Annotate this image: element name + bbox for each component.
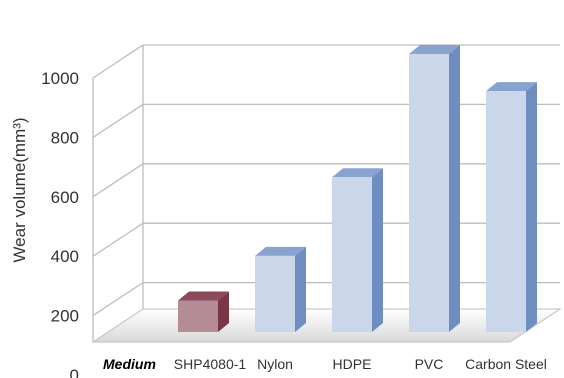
- x-tick-label: SHP4080-1: [174, 356, 247, 372]
- y-tick-label: 1000: [41, 69, 79, 88]
- bar-side: [372, 168, 383, 332]
- bar-front: [255, 255, 295, 332]
- bar-top: [332, 168, 383, 178]
- x-axis-labels: SHP4080-1 Nylon HDPE PVC Carbon Steel Medium: [103, 356, 547, 372]
- y-tick-label: 600: [51, 188, 79, 207]
- x-tick-label: Nylon: [257, 356, 293, 372]
- x-tick-label: PVC: [415, 356, 444, 372]
- bar: [409, 44, 460, 332]
- bar: [486, 82, 537, 332]
- bar-side: [526, 82, 537, 332]
- y-axis: 0 200 400 600 800 1000: [41, 69, 79, 378]
- bar-front: [332, 177, 372, 332]
- bar: [332, 168, 383, 332]
- bar: [178, 291, 229, 332]
- gridline: [92, 44, 560, 79]
- bar-side: [449, 44, 460, 332]
- y-tick-label: 200: [51, 307, 79, 326]
- bar-top: [486, 82, 537, 92]
- bar-front: [409, 53, 449, 332]
- bar-top: [409, 44, 460, 54]
- x-tick-label: Carbon Steel: [465, 356, 547, 372]
- bar-side: [295, 246, 306, 332]
- bar-top: [178, 291, 229, 301]
- y-tick-label: 0: [70, 366, 79, 378]
- bar-side: [218, 291, 229, 332]
- bar-series: [178, 44, 537, 332]
- bar-top: [255, 246, 306, 256]
- y-tick-label: 800: [51, 128, 79, 147]
- y-axis-label: Wear volume(mm³): [10, 117, 29, 262]
- bar: [255, 246, 306, 332]
- bar-front: [178, 300, 218, 332]
- y-tick-label: 400: [51, 247, 79, 266]
- brand-prefix-label: Medium: [103, 356, 156, 372]
- bar-front: [486, 91, 526, 332]
- x-tick-label: HDPE: [333, 356, 372, 372]
